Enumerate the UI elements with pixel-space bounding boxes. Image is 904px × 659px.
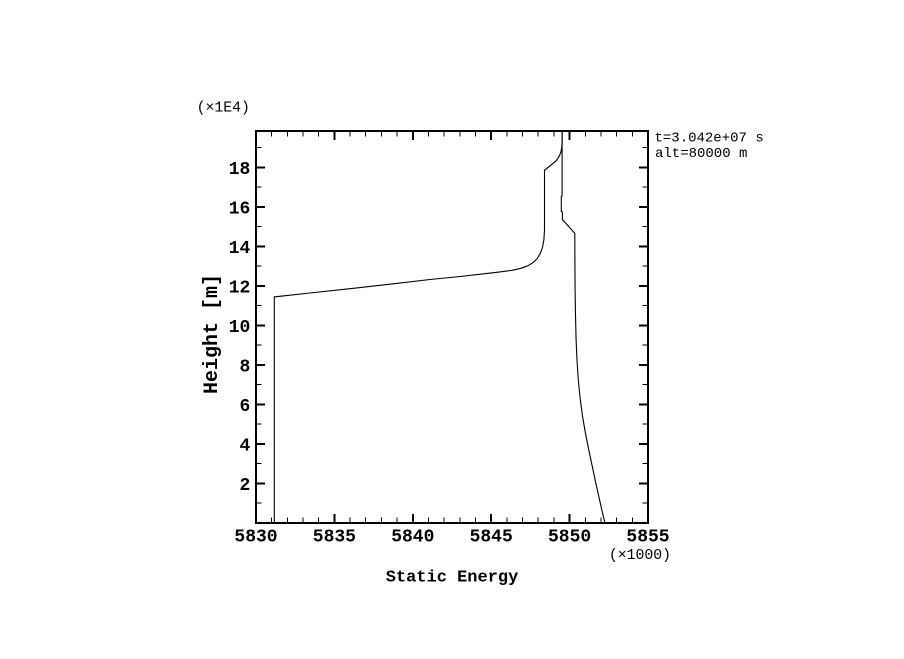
svg-text:5855: 5855: [626, 528, 669, 548]
svg-text:Static Energy: Static Energy: [386, 569, 519, 588]
svg-text:t=3.042e+07 s: t=3.042e+07 s: [655, 131, 764, 147]
svg-text:5840: 5840: [391, 528, 434, 548]
svg-text:10: 10: [229, 318, 251, 338]
svg-text:(×1000): (×1000): [609, 548, 671, 564]
svg-text:Height [m]: Height [m]: [201, 274, 224, 394]
svg-text:(×1E4): (×1E4): [197, 101, 250, 117]
svg-text:6: 6: [239, 397, 250, 417]
svg-text:14: 14: [229, 239, 251, 259]
svg-text:16: 16: [229, 200, 251, 220]
svg-text:4: 4: [239, 436, 250, 456]
svg-text:5845: 5845: [470, 528, 513, 548]
svg-text:2: 2: [239, 476, 250, 496]
svg-text:5835: 5835: [313, 528, 356, 548]
svg-text:8: 8: [239, 357, 250, 377]
svg-text:5850: 5850: [548, 528, 591, 548]
svg-text:alt=80000 m: alt=80000 m: [655, 146, 747, 162]
svg-text:5830: 5830: [234, 528, 277, 548]
svg-text:12: 12: [229, 278, 251, 298]
svg-text:18: 18: [229, 160, 251, 180]
